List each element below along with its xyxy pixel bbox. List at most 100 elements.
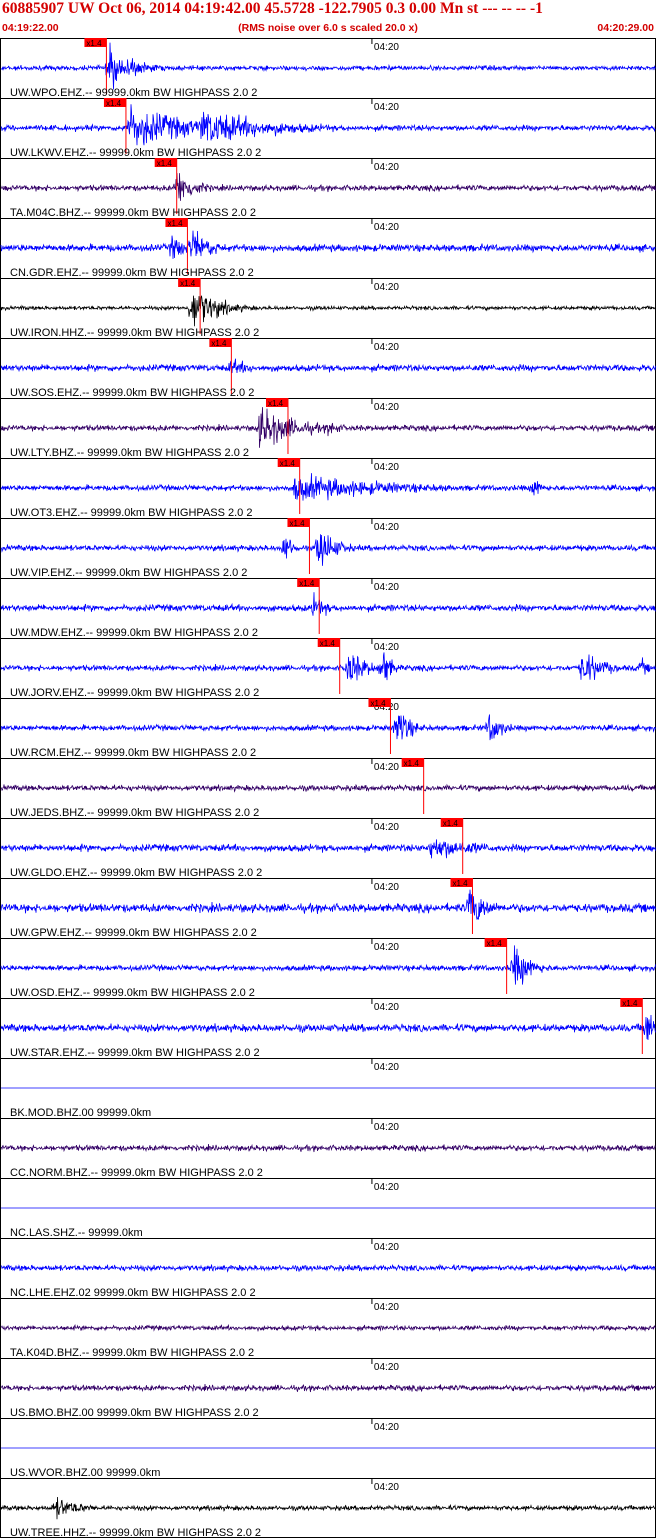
minute-tick-label: 04:20 — [374, 942, 399, 953]
minute-tick-label: 04:20 — [374, 42, 399, 53]
rms-noise-note: (RMS noise over 6.0 s scaled 20.0 x) — [238, 22, 418, 34]
station-label: UW.STAR.EHZ.-- 99999.0km BW HIGHPASS 2.0… — [10, 1047, 260, 1059]
trace-panel: 04:20 UW.TREE.HHZ.-- 99999.0km BW HIGHPAS… — [0, 1478, 656, 1538]
pick-marker-box — [440, 818, 463, 827]
minute-tick-label: 04:20 — [374, 222, 399, 233]
minute-tick-label: 04:20 — [374, 1002, 399, 1013]
trace-panel: 04:20 BK.MOD.BHZ.00 99999.0km — [0, 1058, 656, 1119]
event-header-title: 60885907 UW Oct 06, 2014 04:19:42.00 45.… — [2, 0, 543, 17]
waveform-trace — [0, 534, 656, 566]
trace-panel: 04:20 x1.4 UW.OSD.EHZ.-- 99999.0km BW HIGH… — [0, 938, 656, 999]
waveform-trace — [0, 839, 656, 859]
waveform-trace — [0, 889, 656, 920]
minute-tick-label: 04:20 — [374, 342, 399, 353]
waveform-trace — [0, 1143, 656, 1153]
station-label: UW.LTY.BHZ.-- 99999.0km BW HIGHPASS 2.0 … — [10, 447, 249, 459]
waveform-trace — [0, 945, 656, 985]
minute-tick-label: 04:20 — [374, 282, 399, 293]
station-label: UW.RCM.EHZ.-- 99999.0km BW HIGHPASS 2.0 … — [10, 747, 256, 759]
pick-marker-label: x1.4 — [280, 459, 296, 468]
trace-panel: 04:20 x1.4 UW.VIP.EHZ.-- 99999.0km BW HIGH… — [0, 518, 656, 579]
minute-tick-label: 04:20 — [374, 1122, 399, 1133]
pick-marker-label: x1.4 — [268, 399, 284, 408]
minute-tick-label: 04:20 — [374, 1362, 399, 1373]
minute-tick-label: 04:20 — [374, 822, 399, 833]
pick-marker-label: x1.4 — [443, 819, 459, 828]
pick-marker-label: x1.4 — [370, 699, 386, 708]
trace-panel: 04:20 NC.LAS.SHZ.-- 99999.0km — [0, 1178, 656, 1239]
station-label: CN.GDR.EHZ.-- 99999.0km BW HIGHPASS 2.0 … — [10, 267, 254, 279]
trace-panel: 04:20 x1.4 UW.IRON.HHZ.-- 99999.0km BW HIG… — [0, 278, 656, 339]
trace-panel: 04:20 x1.4 CN.GDR.EHZ.-- 99999.0km BW HIGH… — [0, 218, 656, 279]
station-label: UW.IRON.HHZ.-- 99999.0km BW HIGHPASS 2.0… — [10, 327, 259, 339]
waveform-trace — [0, 1496, 656, 1520]
trace-panel: 04:20 x1.4 UW.GLDO.EHZ.-- 99999.0km BW HIG… — [0, 818, 656, 879]
pick-marker-box — [450, 878, 473, 887]
waveform-trace — [0, 592, 656, 616]
pick-marker-box — [317, 638, 340, 647]
pick-marker-label: x1.4 — [452, 879, 468, 888]
minute-tick-label: 04:20 — [374, 882, 399, 893]
station-label: TA.K04D.BHZ.-- 99999.0km BW HIGHPASS 2.0… — [10, 1347, 254, 1359]
trace-panel: 04:20 x1.4 UW.JORV.EHZ.-- 99999.0km BW HIG… — [0, 638, 656, 699]
station-label: UW.JEDS.BHZ.-- 99999.0km BW HIGHPASS 2.0… — [10, 807, 259, 819]
waveform-trace — [0, 783, 656, 793]
minute-tick-label: 04:20 — [374, 1422, 399, 1433]
trace-panel: 04:20 x1.4 UW.LKWV.EHZ.-- 99999.0km BW HIG… — [0, 98, 656, 159]
station-label: UW.GPW.EHZ.-- 99999.0km BW HIGHPASS 2.0 … — [10, 927, 257, 939]
trace-panel: 04:20 x1.4 TA.M04C.BHZ.-- 99999.0km BW HIG… — [0, 158, 656, 219]
trace-panel: 04:20 TA.K04D.BHZ.-- 99999.0km BW HIGHPAS… — [0, 1298, 656, 1359]
station-label: US.WVOR.BHZ.00 99999.0km — [10, 1467, 160, 1479]
minute-tick-label: 04:20 — [374, 162, 399, 173]
minute-tick-label: 04:20 — [374, 582, 399, 593]
minute-tick-label: 04:20 — [374, 1242, 399, 1253]
waveform-trace — [0, 407, 656, 448]
trace-panel: 04:20 x1.4 UW.WPO.EHZ.-- 99999.0km BW HIGH… — [0, 38, 656, 99]
pick-marker-box — [287, 518, 310, 527]
waveform-trace — [0, 714, 656, 741]
pick-marker-label: x1.4 — [106, 99, 122, 108]
pick-marker-label: x1.4 — [211, 339, 227, 348]
pick-marker-box — [368, 698, 391, 707]
station-label: UW.WPO.EHZ.-- 99999.0km BW HIGHPASS 2.0 … — [10, 87, 257, 99]
station-label: UW.SOS.EHZ.-- 99999.0km BW HIGHPASS 2.0 … — [10, 387, 254, 399]
station-label: UW.GLDO.EHZ.-- 99999.0km BW HIGHPASS 2.0… — [10, 867, 262, 879]
minute-tick-label: 04:20 — [374, 1482, 399, 1493]
station-label: BK.MOD.BHZ.00 99999.0km — [10, 1107, 151, 1119]
minute-tick-label: 04:20 — [374, 1062, 399, 1073]
pick-marker-label: x1.4 — [487, 939, 503, 948]
pick-marker-box — [401, 758, 424, 767]
start-time-label: 04:19:22.00 — [2, 22, 59, 34]
station-label: UW.TREE.HHZ.-- 99999.0km BW HIGHPASS 2.0… — [10, 1527, 261, 1538]
waveform-trace — [0, 1014, 656, 1041]
trace-panel: 04:20 x1.4 UW.LTY.BHZ.-- 99999.0km BW HIGH… — [0, 398, 656, 459]
pick-marker-box — [209, 338, 232, 347]
pick-marker-label: x1.4 — [320, 639, 336, 648]
waveform-trace — [0, 358, 656, 374]
waveform-trace — [0, 473, 656, 501]
station-label: UW.LKWV.EHZ.-- 99999.0km BW HIGHPASS 2.0… — [10, 147, 261, 159]
end-time-label: 04:20:29.00 — [597, 22, 654, 34]
waveform-trace — [0, 652, 656, 681]
waveform-trace — [0, 295, 656, 327]
pick-marker-box — [277, 458, 300, 467]
pick-marker-box — [103, 98, 126, 107]
waveform-trace — [0, 230, 656, 259]
pick-marker-box — [165, 218, 188, 227]
pick-marker-box — [154, 158, 177, 167]
station-label: UW.VIP.EHZ.-- 99999.0km BW HIGHPASS 2.0 … — [10, 567, 247, 579]
minute-tick-label: 04:20 — [374, 102, 399, 113]
pick-marker-label: x1.4 — [404, 759, 420, 768]
minute-tick-label: 04:20 — [374, 1182, 399, 1193]
station-label: US.BMO.BHZ.00 99999.0km BW HIGHPASS 2.0 … — [10, 1407, 259, 1419]
pick-marker-box — [484, 938, 507, 947]
pick-marker-box — [297, 578, 320, 587]
station-label: TA.M04C.BHZ.-- 99999.0km BW HIGHPASS 2.0… — [10, 207, 256, 219]
trace-panel: 04:20 x1.4 UW.OT3.EHZ.-- 99999.0km BW HIGH… — [0, 458, 656, 519]
station-label: UW.JORV.EHZ.-- 99999.0km BW HIGHPASS 2.0… — [10, 687, 259, 699]
station-label: UW.OT3.EHZ.-- 99999.0km BW HIGHPASS 2.0 … — [10, 507, 252, 519]
pick-marker-label: x1.4 — [157, 159, 173, 168]
minute-tick-label: 04:20 — [374, 642, 399, 653]
